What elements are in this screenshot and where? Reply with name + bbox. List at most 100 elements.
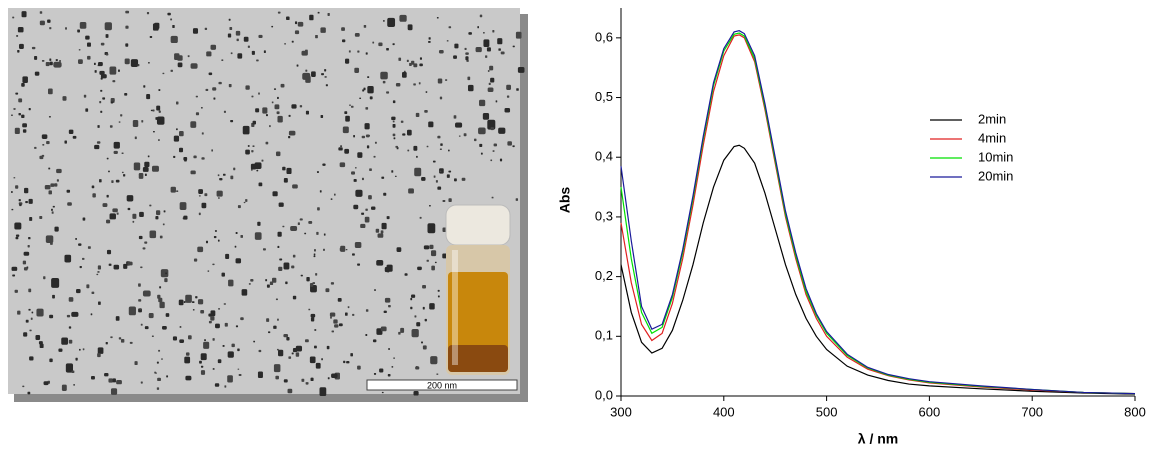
particle xyxy=(421,341,423,344)
particle xyxy=(360,223,366,229)
x-tick-label: 400 xyxy=(713,404,735,419)
particle xyxy=(342,126,349,134)
particle xyxy=(256,169,259,172)
particle xyxy=(17,49,20,53)
particle xyxy=(437,295,440,298)
particle xyxy=(428,121,434,128)
particle xyxy=(515,198,519,201)
particle xyxy=(217,359,222,364)
particle xyxy=(391,116,396,121)
particle xyxy=(179,325,182,328)
particle xyxy=(11,114,13,116)
particle xyxy=(352,253,355,256)
particle xyxy=(54,226,59,232)
particle xyxy=(429,244,434,249)
particle xyxy=(28,237,31,240)
particle xyxy=(176,101,179,105)
particle xyxy=(305,69,308,72)
y-axis-title: Abs xyxy=(557,187,573,214)
particle xyxy=(22,76,28,84)
particle xyxy=(410,306,413,310)
particle xyxy=(100,42,105,46)
particle xyxy=(12,16,15,19)
particle xyxy=(170,35,178,44)
particle xyxy=(262,248,266,251)
particle xyxy=(271,25,274,28)
particle xyxy=(65,27,67,30)
particle xyxy=(250,278,254,282)
particle xyxy=(367,85,374,94)
particle xyxy=(162,72,165,75)
particle xyxy=(515,31,522,39)
particle xyxy=(212,87,217,91)
particle xyxy=(309,283,314,287)
particle xyxy=(16,34,19,37)
particle xyxy=(99,100,102,104)
particle xyxy=(162,325,167,330)
particle xyxy=(240,235,243,238)
particle xyxy=(192,309,195,311)
particle xyxy=(411,294,416,298)
particle xyxy=(301,378,305,382)
particle xyxy=(52,294,55,299)
particle xyxy=(235,232,238,234)
particle xyxy=(286,336,290,341)
particle xyxy=(105,53,109,56)
particle xyxy=(479,143,483,147)
particle xyxy=(104,22,112,31)
particle xyxy=(417,266,422,271)
particle xyxy=(179,202,187,210)
particle xyxy=(142,290,151,297)
particle xyxy=(251,150,254,153)
particle xyxy=(149,230,157,239)
particle xyxy=(31,311,34,314)
particle xyxy=(413,63,418,68)
particle xyxy=(445,79,448,81)
particle xyxy=(436,16,439,19)
particle xyxy=(235,258,242,264)
particle xyxy=(448,149,450,152)
particle xyxy=(17,27,24,33)
particle xyxy=(185,352,190,356)
particle xyxy=(353,204,359,210)
particle xyxy=(454,43,459,49)
particle xyxy=(108,170,110,173)
particle xyxy=(283,262,290,270)
particle xyxy=(297,21,304,27)
legend-label: 2min xyxy=(978,111,1006,126)
particle xyxy=(322,163,326,166)
particle xyxy=(325,84,328,87)
particle xyxy=(156,361,159,364)
particle xyxy=(109,125,113,128)
particle xyxy=(422,284,427,289)
particle xyxy=(39,11,43,14)
particle xyxy=(120,338,125,343)
particle xyxy=(190,121,197,128)
particle xyxy=(27,391,31,395)
particle xyxy=(150,109,153,112)
particle xyxy=(44,184,51,190)
particle xyxy=(159,235,163,239)
particle xyxy=(461,177,466,181)
particle xyxy=(276,111,280,115)
particle xyxy=(323,248,325,251)
particle xyxy=(500,51,505,55)
particle xyxy=(247,145,250,147)
particle xyxy=(499,158,503,162)
particle xyxy=(431,250,437,257)
particle xyxy=(346,361,350,364)
particle xyxy=(197,246,204,253)
particle xyxy=(516,88,519,91)
particle xyxy=(442,253,447,259)
particle xyxy=(386,47,389,51)
particle xyxy=(237,348,240,352)
particle xyxy=(198,189,203,194)
particle xyxy=(342,39,346,43)
particle xyxy=(64,254,72,263)
particle xyxy=(409,62,412,66)
particle xyxy=(36,308,44,317)
particle xyxy=(437,186,442,190)
particle xyxy=(18,199,21,202)
particle xyxy=(266,284,270,288)
